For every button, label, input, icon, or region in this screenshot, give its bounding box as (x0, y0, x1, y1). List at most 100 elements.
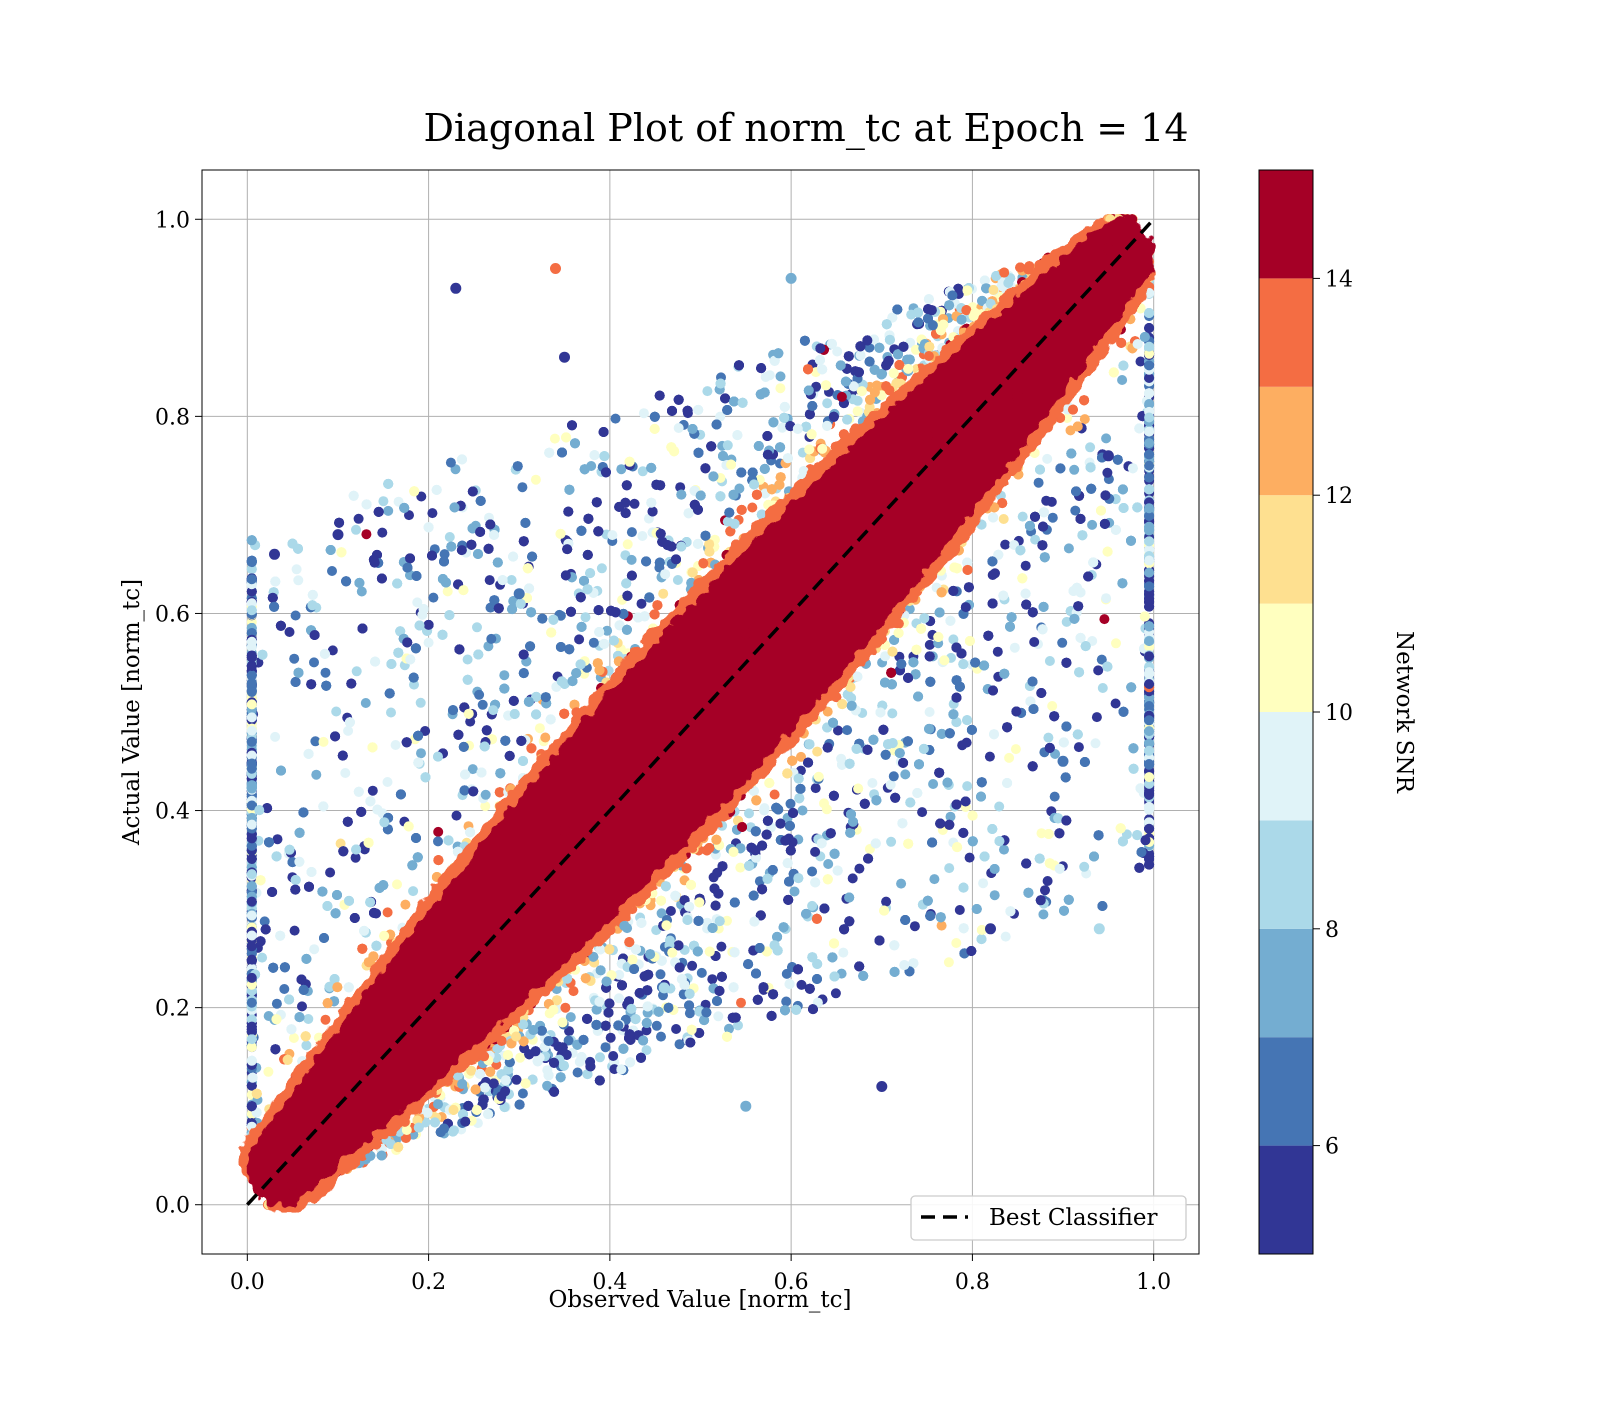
scatter-point (735, 863, 745, 873)
scatter-point (416, 748, 426, 758)
scatter-point (790, 887, 800, 897)
scatter-point (1043, 733, 1053, 743)
scatter-point (400, 900, 410, 910)
scatter-point (325, 868, 335, 878)
scatter-point (481, 790, 491, 800)
scatter-point (887, 708, 897, 718)
scatter-point (925, 707, 935, 717)
scatter-point (535, 723, 545, 733)
scatter-point (1070, 506, 1080, 516)
scatter-point (293, 575, 303, 585)
scatter-point (637, 599, 647, 609)
scatter-point (658, 589, 668, 599)
scatter-point (1102, 468, 1112, 478)
scatter-point (263, 1067, 273, 1077)
scatter-point (1098, 683, 1108, 693)
scatter-point (512, 1075, 522, 1085)
scatter-point (999, 845, 1009, 855)
scatter-point (606, 1033, 616, 1043)
scatter-point (889, 771, 899, 781)
scatter-point (1021, 561, 1031, 571)
scatter-point (386, 708, 396, 718)
scatter-point (1000, 540, 1010, 550)
scatter-point (630, 499, 640, 509)
scatter-point (566, 1012, 576, 1022)
scatter-point (291, 611, 301, 621)
scatter-point (601, 1042, 611, 1052)
scatter-point (1048, 513, 1058, 523)
scatter-point (637, 531, 647, 541)
scatter-point (853, 406, 863, 416)
scatter-point (351, 525, 361, 535)
scatter-point (614, 993, 624, 1003)
scatter-point (674, 423, 684, 433)
scatter-point (881, 897, 891, 907)
scatter-point (289, 1033, 299, 1043)
scatter-point (608, 1051, 618, 1061)
scatter-point (343, 726, 353, 736)
scatter-point (1093, 665, 1103, 675)
scatter-point (744, 808, 754, 818)
scatter-point (811, 783, 821, 793)
scatter-point (1034, 478, 1044, 488)
scatter-point (1074, 742, 1084, 752)
scatter-point (309, 657, 319, 667)
scatter-point (550, 434, 560, 444)
scatter-point (1029, 637, 1039, 647)
scatter-point (687, 961, 697, 971)
scatter-point (309, 944, 319, 954)
scatter-point (383, 907, 393, 917)
scatter-point (452, 811, 462, 821)
scatter-point (1042, 454, 1052, 464)
scatter-point (531, 475, 541, 485)
scatter-point (1010, 643, 1020, 653)
chart-title: Diagonal Plot of norm_tc at Epoch = 14 (423, 106, 1188, 151)
scatter-point (842, 725, 852, 735)
scatter-point (540, 733, 550, 743)
scatter-point (581, 612, 591, 622)
scatter-point (1045, 656, 1055, 666)
scatter-point (518, 1089, 528, 1099)
scatter-point (1111, 638, 1121, 648)
scatter-point (831, 988, 841, 998)
scatter-point (707, 974, 717, 984)
scatter-point (713, 1011, 723, 1021)
scatter-point (1040, 885, 1050, 895)
scatter-point (517, 482, 527, 492)
scatter-point (886, 780, 896, 790)
scatter-point (627, 555, 637, 565)
scatter-point (623, 539, 633, 549)
scatter-point (666, 906, 676, 916)
scatter-point (925, 640, 935, 650)
scatter-point (985, 752, 995, 762)
scatter-point (428, 593, 438, 603)
scatter-point (257, 953, 267, 963)
scatter-point (951, 938, 961, 948)
scatter-point (1050, 792, 1060, 802)
scatter-point (807, 867, 817, 877)
scatter-point (377, 528, 387, 538)
scatter-point (357, 587, 367, 597)
scatter-point (368, 786, 378, 796)
scatter-point (611, 414, 621, 424)
scatter-point (886, 837, 896, 847)
scatter-point (478, 700, 488, 710)
scatter-point (944, 863, 954, 873)
scatter-point (424, 638, 434, 648)
scatter-point (270, 732, 280, 742)
scatter-point (867, 778, 877, 788)
scatter-point (616, 464, 626, 474)
scatter-point (443, 586, 453, 596)
scatter-point (702, 386, 712, 396)
scatter-point (574, 634, 584, 644)
scatter-point (1136, 357, 1146, 367)
scatter-point (1080, 414, 1090, 424)
scatter-point (814, 772, 824, 782)
scatter-point (1101, 593, 1111, 603)
scatter-point (289, 654, 299, 664)
scatter-point (331, 707, 341, 717)
scatter-point (810, 847, 820, 857)
scatter-point (823, 859, 833, 869)
scatter-point (776, 371, 786, 381)
scatter-point (627, 527, 637, 537)
